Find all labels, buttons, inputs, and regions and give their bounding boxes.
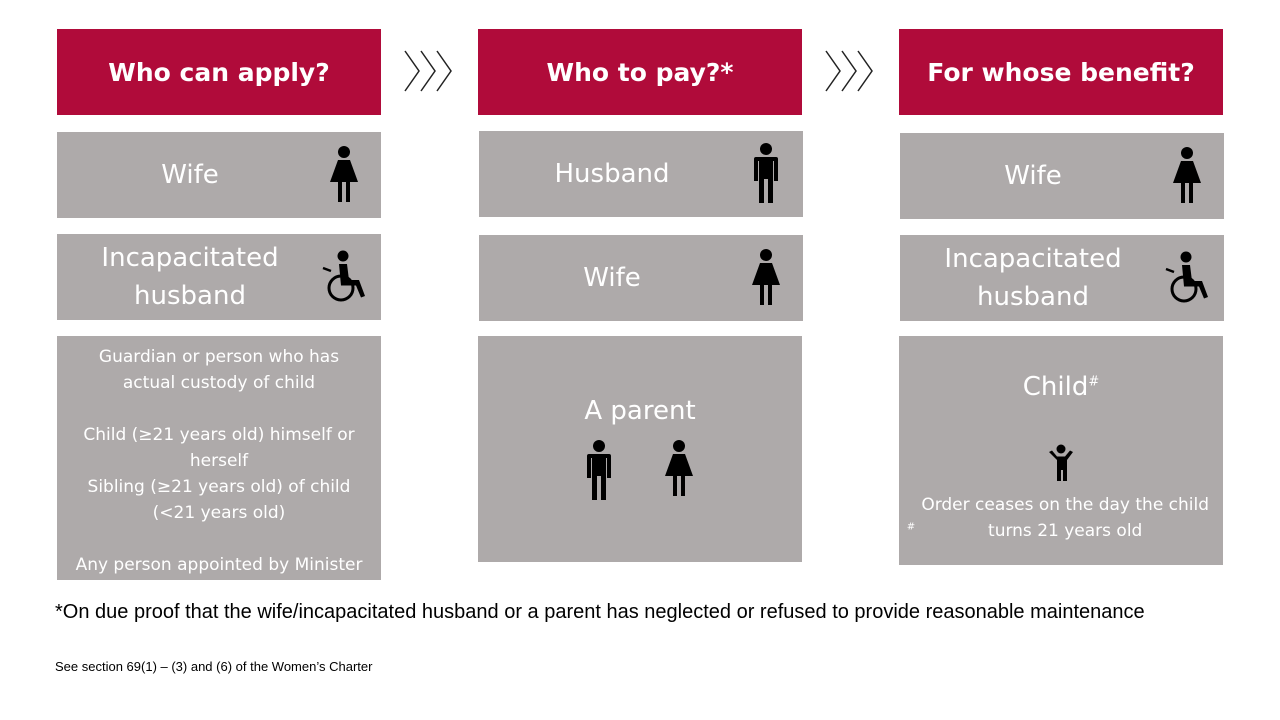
chevrons-icon (403, 49, 457, 93)
box-label: Incapacitated husband (944, 244, 1122, 312)
box-beneficiary-wife: Wife (900, 133, 1224, 219)
child-icon (1047, 444, 1075, 482)
box-payer-husband: Husband (479, 131, 803, 217)
child-note: #Order ceases on the day the child turns… (906, 495, 1210, 541)
box-parent: A parent (478, 336, 802, 562)
woman-icon (307, 146, 381, 204)
header-for-whose-benefit: For whose benefit? (899, 29, 1223, 115)
wheelchair-icon (1150, 251, 1224, 305)
box-label: Wife (583, 263, 641, 293)
footnote: *On due proof that the wife/incapacitate… (55, 601, 1145, 623)
chevrons-icon (824, 49, 878, 93)
header-who-can-apply: Who can apply? (57, 29, 381, 115)
box-label: Wife (1004, 161, 1062, 191)
man-icon (584, 440, 614, 502)
woman-icon (729, 249, 803, 307)
applicant-minister: Any person appointed by Minister (75, 555, 363, 575)
hash-mark: # (1088, 374, 1100, 390)
wheelchair-icon (307, 250, 381, 304)
applicant-child-sibling: Child (≥21 years old) himself or herself… (83, 425, 355, 523)
woman-icon (1150, 147, 1224, 205)
box-applicant-husband: Incapacitated husband (57, 234, 381, 320)
box-beneficiary-husband: Incapacitated husband (900, 235, 1224, 321)
child-label: Child# (1022, 372, 1100, 402)
box-label: Wife (161, 160, 219, 190)
box-other-applicants: Guardian or person who has actual custod… (57, 336, 381, 580)
applicant-guardian: Guardian or person who has actual custod… (98, 347, 340, 393)
woman-icon (662, 440, 696, 502)
box-applicant-wife: Wife (57, 132, 381, 218)
box-child: Child# #Order ceases on the day the chil… (899, 336, 1223, 565)
header-who-to-pay: Who to pay?* (478, 29, 802, 115)
source-reference: See section 69(1) – (3) and (6) of the W… (55, 659, 373, 674)
box-label: Husband (554, 159, 670, 189)
man-icon (729, 143, 803, 205)
parent-label: A parent (584, 396, 696, 426)
box-payer-wife: Wife (479, 235, 803, 321)
box-label: Incapacitated husband (101, 243, 279, 311)
